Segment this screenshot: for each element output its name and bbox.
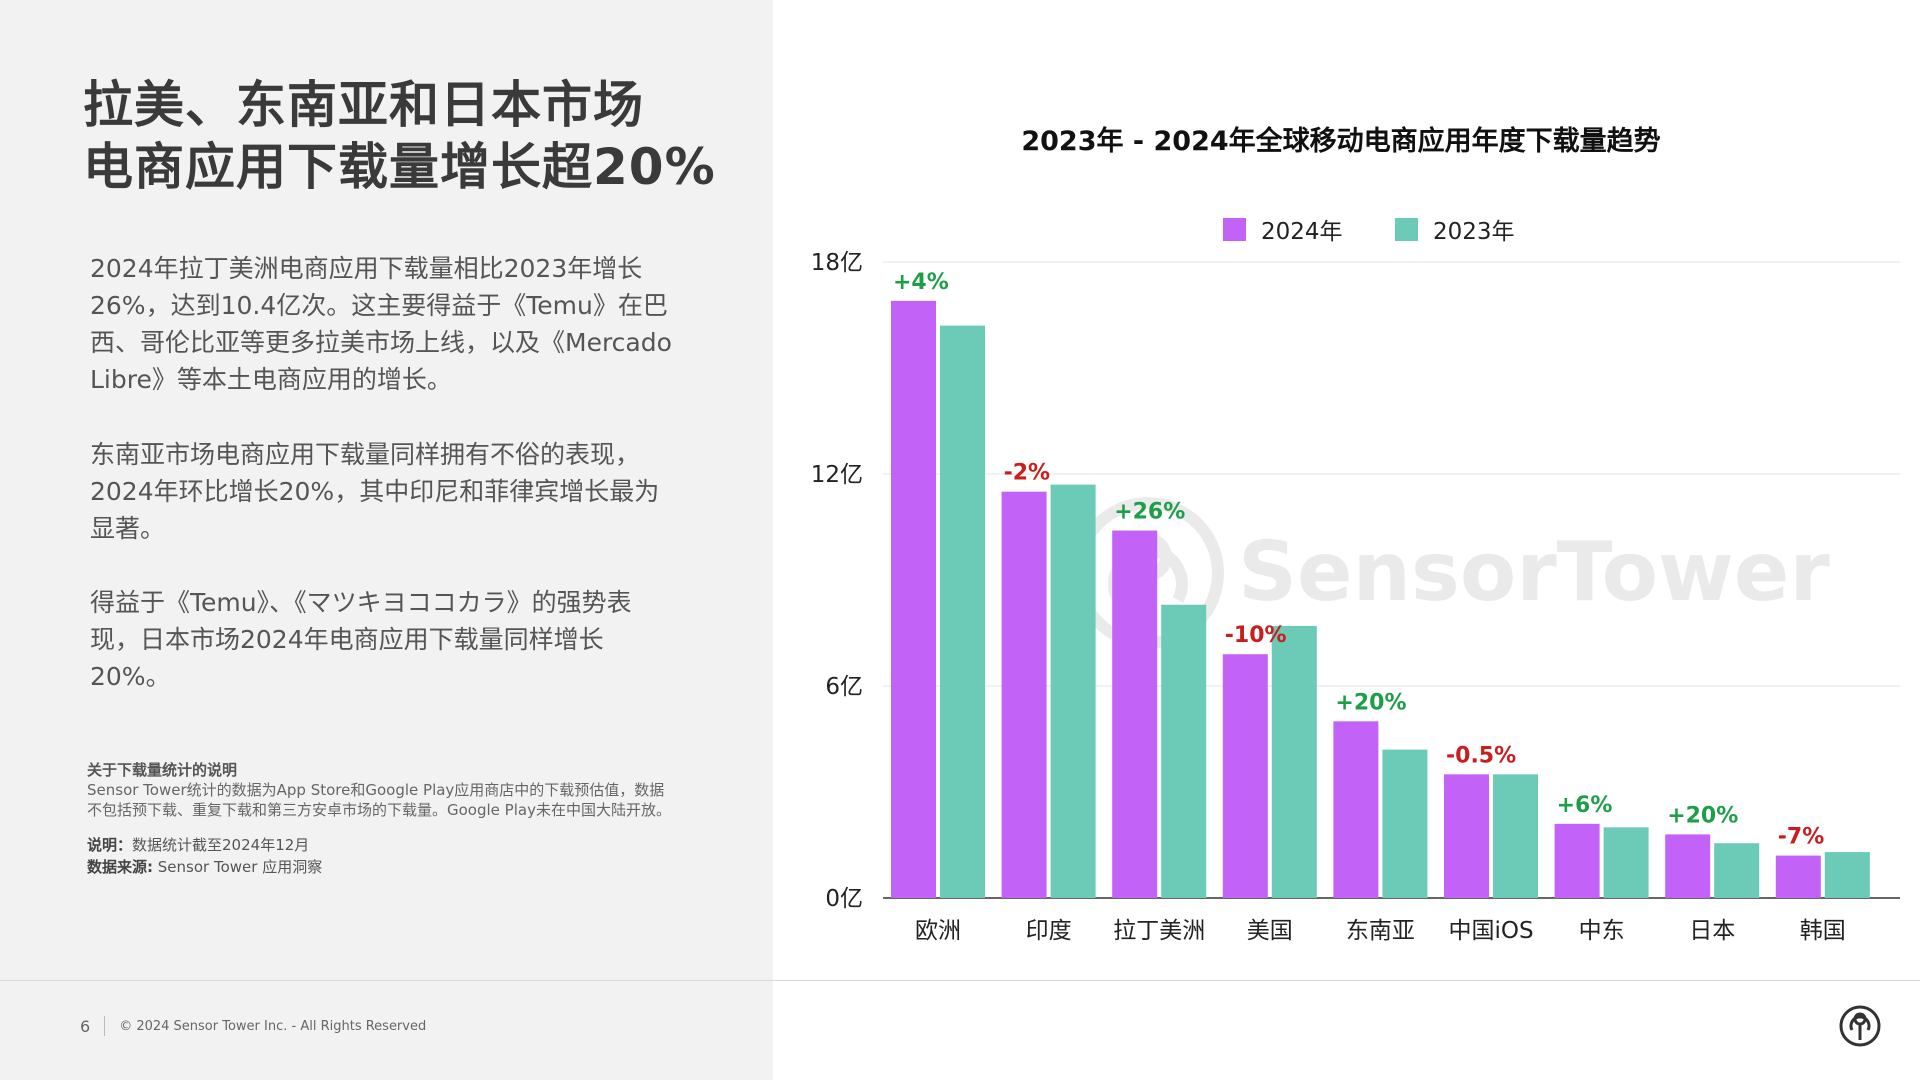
bar-2023 — [940, 325, 985, 899]
watermark-text: SensorTower — [1238, 525, 1830, 620]
bar-2024 — [1665, 834, 1711, 898]
bar-2023 — [1271, 625, 1317, 898]
paragraph-latam: 2024年拉丁美洲电商应用下载量相比2023年增长26%，达到10.4亿次。这主… — [90, 254, 672, 394]
notes-text: Sensor Tower统计的数据为App Store和Google Play应… — [87, 781, 671, 819]
chart-title: 2023年 - 2024年全球移动电商应用年度下载量趋势 — [1021, 125, 1660, 157]
footer-divider — [0, 980, 1920, 981]
sensor-tower-logo-icon — [1839, 1005, 1881, 1047]
y-tick-label: 6亿 — [825, 674, 863, 700]
legend-label-2024: 2024年 — [1261, 219, 1343, 245]
change-label: +26% — [1114, 500, 1185, 525]
legend-swatch-2024 — [1223, 218, 1246, 241]
explain-line: 说明：数据统计截至2024年12月 — [87, 834, 677, 856]
download-notes: 关于下载量统计的说明 Sensor Tower统计的数据为App Store和G… — [87, 760, 677, 878]
bar-2023 — [1161, 604, 1207, 898]
change-label: +20% — [1335, 690, 1406, 715]
explain-value: 数据统计截至2024年12月 — [132, 836, 310, 854]
paragraph-japan: 得益于《Temu》、《マツキヨココカラ》的强势表现，日本市场2024年电商应用下… — [90, 588, 632, 691]
bar-2024 — [1001, 491, 1047, 898]
change-label: -7% — [1778, 825, 1824, 850]
bar-2023 — [1714, 843, 1760, 898]
bar-2023 — [1050, 484, 1096, 898]
y-tick-label: 18亿 — [811, 250, 863, 276]
bar-2024 — [1112, 530, 1158, 898]
x-tick-label: 拉丁美洲 — [1113, 918, 1205, 944]
change-label: +20% — [1667, 803, 1738, 828]
x-tick-label: 中东 — [1579, 918, 1625, 944]
x-tick-label: 印度 — [1026, 918, 1072, 944]
source-label: 数据来源: — [87, 858, 153, 876]
source-value: Sensor Tower 应用洞察 — [157, 858, 323, 876]
page-title: 拉美、东南亚和日本市场 电商应用下载量增长超20% — [83, 74, 733, 198]
source-line: 数据来源: Sensor Tower 应用洞察 — [87, 856, 677, 878]
text-panel: 拉美、东南亚和日本市场 电商应用下载量增长超20% 2024年拉丁美洲电商应用下… — [0, 0, 773, 1080]
notes-title: 关于下载量统计的说明 — [87, 761, 238, 779]
footer-separator — [104, 1016, 106, 1036]
legend-label-2023: 2023年 — [1433, 219, 1515, 245]
bar-2024 — [891, 300, 936, 898]
x-tick-label: 日本 — [1689, 918, 1735, 944]
x-tick-label: 东南亚 — [1346, 918, 1415, 944]
bar-2024 — [1775, 855, 1821, 898]
chart-panel: SensorTower 2023年 - 2024年全球移动电商应用年度下载量趋势 2… — [773, 0, 1920, 980]
change-label: -2% — [1004, 461, 1050, 486]
y-tick-label: 12亿 — [811, 462, 863, 488]
bar-2024 — [1444, 774, 1489, 898]
legend-swatch-2023 — [1395, 218, 1418, 241]
bar-2023 — [1382, 749, 1428, 898]
bar-2023 — [1824, 852, 1870, 898]
paragraph-sea: 东南亚市场电商应用下载量同样拥有不俗的表现，2024年环比增长20%，其中印尼和… — [90, 440, 660, 543]
bar-2024 — [1222, 654, 1268, 898]
bar-2023 — [1493, 774, 1538, 898]
x-tick-label: 美国 — [1247, 918, 1293, 944]
change-label: -0.5% — [1446, 743, 1516, 768]
y-tick-label: 0亿 — [825, 886, 863, 912]
change-label: +4% — [893, 270, 949, 295]
bar-chart: SensorTower 2023年 - 2024年全球移动电商应用年度下载量趋势 2… — [811, 125, 1900, 944]
x-tick-label: 韩国 — [1800, 918, 1846, 944]
footer: 6 © 2024 Sensor Tower Inc. - All Rights … — [80, 1016, 426, 1036]
x-tick-label: 欧洲 — [915, 918, 961, 944]
change-label: +6% — [1557, 793, 1613, 818]
change-label: -10% — [1225, 623, 1287, 648]
explain-label: 说明： — [87, 836, 133, 854]
bar-2023 — [1603, 827, 1649, 898]
x-tick-label: 中国iOS — [1448, 918, 1533, 944]
page-title-line-2: 电商应用下载量增长超20% — [83, 138, 716, 196]
copyright-text: © 2024 Sensor Tower Inc. - All Rights Re… — [119, 1018, 427, 1034]
page-title-line-1: 拉美、东南亚和日本市场 — [83, 76, 644, 134]
bar-2024 — [1554, 823, 1600, 898]
bar-2024 — [1333, 721, 1379, 898]
page-number: 6 — [80, 1016, 91, 1036]
